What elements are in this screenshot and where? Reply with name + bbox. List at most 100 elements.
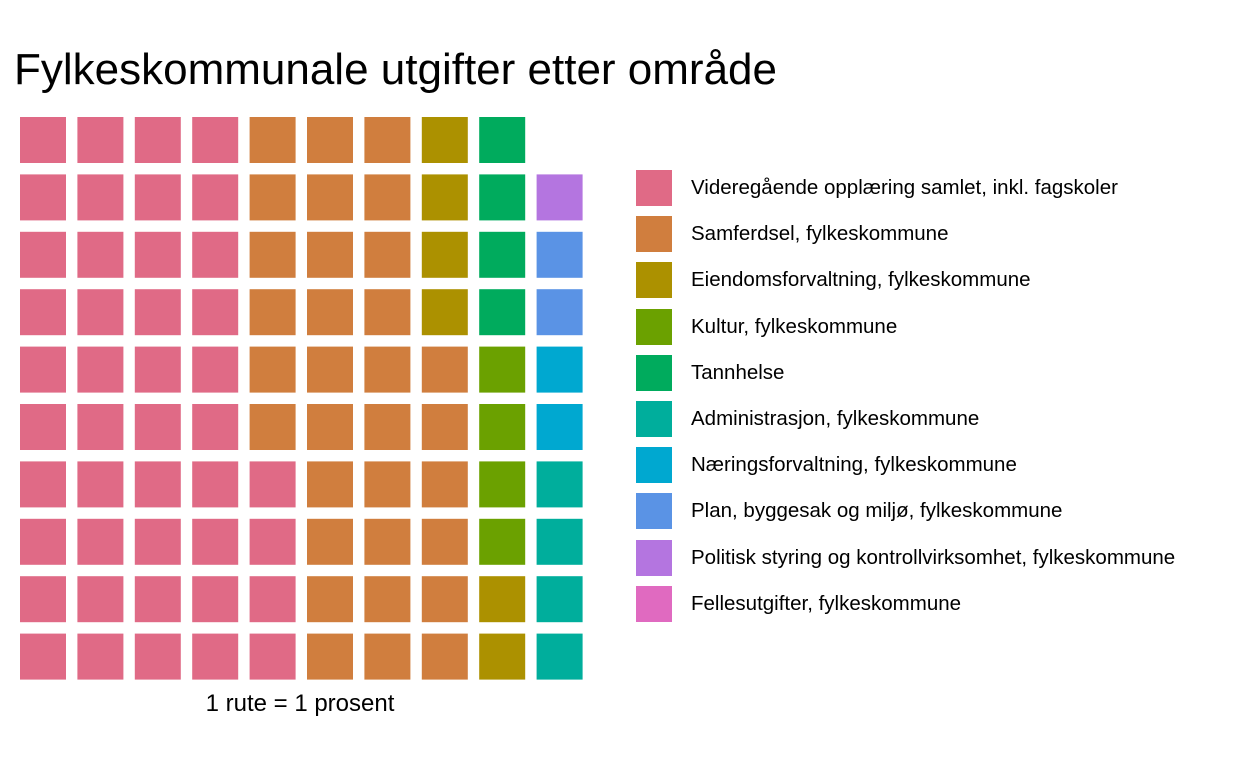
legend-key [636,308,672,345]
waffle-square [249,289,296,336]
waffle-square [20,289,66,336]
legend-key [636,170,672,206]
waffle-square [249,174,296,221]
waffle-square [192,289,239,336]
waffle-square [192,576,239,623]
waffle-square [364,633,411,680]
waffle-square [134,633,181,680]
waffle-square [77,346,124,393]
legend-key [636,539,672,576]
waffle-square [134,174,181,221]
waffle-square [249,461,296,508]
chart-title: Fylkeskommunale utgifter etter område [14,45,777,94]
legend-key [636,493,672,530]
waffle-square [421,231,468,278]
waffle-square [77,174,124,221]
waffle-square [536,461,583,508]
waffle-square [192,404,239,450]
waffle-square [364,289,411,336]
waffle-square [479,576,526,623]
waffle-square [77,404,124,450]
waffle-square [421,461,468,508]
legend-key [636,354,672,391]
waffle-square [77,633,124,680]
waffle-square [479,633,526,680]
waffle-grid [20,117,583,680]
waffle-square [20,518,66,565]
waffle-square [364,576,411,623]
waffle-square [77,518,124,565]
waffle-caption: 1 rute = 1 prosent [205,690,395,717]
waffle-square [20,346,66,393]
waffle-square [192,174,239,221]
waffle-square [20,174,66,221]
legend-label: Tannhelse [691,360,785,384]
waffle-square [192,633,239,680]
waffle-square [134,518,181,565]
waffle-square [364,461,411,508]
waffle-square [192,346,239,393]
waffle-square [307,346,353,393]
waffle-square [364,117,411,163]
waffle-square [536,404,583,450]
waffle-square [364,231,411,278]
waffle-square [307,461,353,508]
legend-label: Kultur, fylkeskommune [691,314,898,338]
waffle-square [479,117,526,163]
waffle-square [307,576,353,623]
legend-key [636,401,672,437]
legend-label: Eiendomsforvaltning, fylkeskommune [691,268,1031,292]
waffle-square [249,346,296,393]
waffle-square [20,404,66,450]
legend-key [636,447,672,484]
waffle-square [134,117,181,163]
waffle-square [479,404,526,450]
waffle-square [479,231,526,278]
waffle-square [364,518,411,565]
legend-label: Fellesutgifter, fylkeskommune [691,591,962,615]
waffle-square [364,404,411,450]
waffle-square [307,518,353,565]
waffle-square [134,346,181,393]
waffle-square [134,461,181,508]
waffle-square [479,518,526,565]
waffle-square [249,633,296,680]
waffle-square [249,518,296,565]
legend-key [636,585,672,622]
waffle-square [249,404,296,450]
waffle-square [307,404,353,450]
waffle-square [192,117,239,163]
waffle-square [479,174,526,221]
waffle-square [364,174,411,221]
waffle-square [134,289,181,336]
waffle-square [192,518,239,565]
waffle-square [421,289,468,336]
waffle-square [20,633,66,680]
waffle-square [536,289,583,336]
waffle-square [77,117,124,163]
waffle-square [307,174,353,221]
legend-key [636,262,672,299]
waffle-square [134,576,181,623]
waffle-square [249,231,296,278]
legend-label: Næringsforvaltning, fylkeskommune [691,453,1017,477]
waffle-square [77,231,124,278]
waffle-square [20,461,66,508]
waffle-square [364,346,411,393]
waffle-square [249,576,296,623]
waffle-square [421,633,468,680]
waffle-square [479,461,526,508]
waffle-square [421,117,468,163]
waffle-square [307,289,353,336]
legend-label: Administrasjon, fylkeskommune [691,407,980,430]
waffle-square [77,461,124,508]
waffle-square [421,346,468,393]
waffle-square [421,518,468,565]
waffle-square [192,231,239,278]
waffle-square [307,633,353,680]
waffle-square [77,576,124,623]
waffle-square [307,231,353,278]
waffle-square [20,576,66,623]
waffle-square [307,117,353,163]
waffle-square [20,231,66,278]
